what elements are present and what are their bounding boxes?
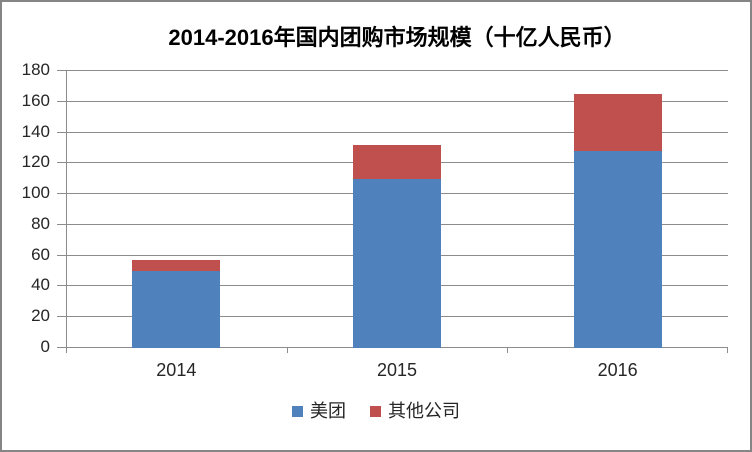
y-axis-tick-label: 60	[31, 244, 50, 264]
y-axis-tick-label: 40	[31, 275, 50, 295]
y-axis-tick-label: 140	[21, 121, 50, 141]
bar-segment-美团-2014	[132, 271, 221, 348]
y-axis-tick-label: 180	[21, 60, 50, 79]
gridline	[57, 131, 728, 133]
x-axis-tick	[66, 348, 67, 353]
x-axis-tick	[287, 348, 288, 353]
chart-title: 2014-2016年国内团购市场规模（十亿人民币）	[168, 25, 626, 50]
x-axis-tick	[727, 348, 728, 353]
bar-segment-美团-2015	[353, 178, 441, 348]
x-axis-label: 2016	[597, 360, 638, 380]
bar-segment-其他公司-2015	[353, 144, 441, 179]
x-axis-label: 2015	[376, 360, 418, 380]
y-axis-tick-label: 160	[21, 90, 50, 110]
y-axis-tick-label: 80	[31, 213, 50, 233]
legend-item: 美团	[292, 401, 346, 421]
y-axis-line	[66, 70, 67, 353]
y-axis-tick-label: 20	[31, 306, 50, 326]
legend-label: 美团	[310, 401, 346, 421]
y-axis-tick-label: 100	[21, 183, 50, 203]
y-axis-tick-label: 0	[40, 337, 50, 356]
legend-label: 其他公司	[388, 401, 460, 421]
legend: 美团 其他公司	[2, 401, 750, 421]
bar-segment-其他公司-2014	[132, 260, 221, 272]
x-axis-tick	[507, 348, 508, 353]
bar-segment-美团-2016	[573, 151, 662, 348]
legend-item: 其他公司	[370, 401, 460, 421]
y-axis-tick-label: 120	[21, 152, 50, 172]
bar-segment-其他公司-2016	[573, 94, 662, 152]
legend-swatch-icon	[292, 405, 303, 417]
gridline	[57, 100, 728, 102]
legend-swatch-icon	[370, 405, 381, 417]
plot-area	[57, 70, 728, 353]
gridline	[57, 70, 728, 71]
x-axis-label: 2014	[156, 360, 197, 380]
